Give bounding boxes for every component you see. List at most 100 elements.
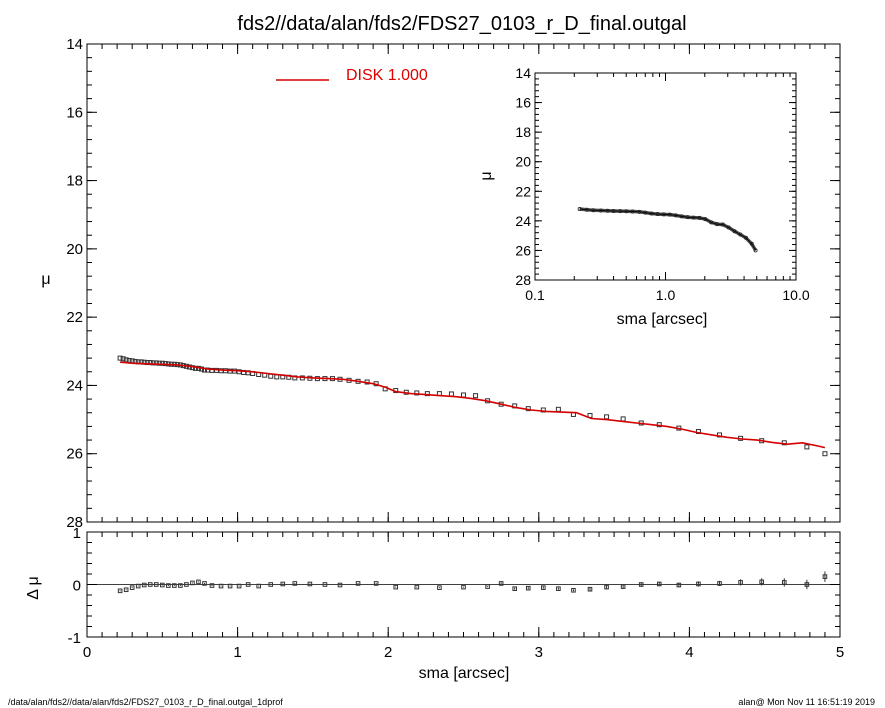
resid-data-point	[190, 580, 195, 586]
resid-data-point	[804, 582, 810, 587]
chart-title: fds2//data/alan/fds2/FDS27_0103_r_D_fina…	[237, 13, 686, 35]
main-data-point	[473, 393, 479, 399]
inset-data-point	[661, 212, 666, 217]
main-ytick-label: 22	[66, 309, 83, 326]
inset-ytick-label: 24	[515, 213, 531, 229]
inset-data-point	[679, 214, 684, 219]
main-data-point	[555, 406, 561, 412]
resid-xtick-label: 0	[83, 644, 91, 661]
resid-data-point	[373, 581, 379, 586]
inset-data-point	[753, 248, 758, 253]
inset-data-point	[720, 222, 725, 227]
main-data-point	[424, 391, 430, 397]
resid-xtick-label: 4	[685, 644, 693, 661]
inset-data-point	[637, 209, 642, 214]
resid-data-point	[292, 581, 298, 586]
main-ylabel: μ	[41, 271, 50, 288]
resid-data-point	[160, 582, 165, 588]
resid-xtick-label: 1	[233, 644, 241, 661]
resid-ytick-label: 1	[73, 525, 81, 542]
inset-data-point	[691, 215, 696, 220]
inset-data-point	[611, 208, 616, 213]
inset-data-point	[703, 217, 708, 222]
inset-data-point	[643, 210, 648, 215]
resid-data-point	[117, 588, 123, 594]
resid-ytick-label: 0	[73, 578, 81, 595]
main-ytick-label: 24	[66, 377, 83, 394]
resid-data-point	[123, 587, 129, 593]
resid-data-point	[638, 582, 644, 587]
main-data-point	[274, 374, 280, 380]
resid-ylabel: Δ μ	[25, 576, 42, 599]
main-ytick-label: 16	[66, 104, 83, 121]
main-data-point	[236, 369, 242, 375]
resid-data-point	[280, 581, 286, 587]
resid-data-point	[512, 586, 518, 592]
inset-plot: 14 16 18 20 22 24 26 280.1 1.0 10.0	[515, 65, 809, 303]
resid-data-point	[268, 582, 274, 587]
resid-data-point	[556, 586, 561, 592]
resid-xtick-label: 2	[384, 644, 392, 661]
main-data-point	[781, 440, 787, 446]
resid-data-point	[153, 582, 159, 587]
inset-data-point	[598, 208, 603, 213]
inset-data-point	[630, 209, 635, 214]
main-data-point	[461, 392, 466, 398]
resid-data-point	[676, 582, 682, 588]
resid-data-point	[337, 582, 343, 588]
resid-data-point	[135, 583, 141, 589]
resid-data-point	[184, 582, 189, 587]
resid-data-point	[541, 585, 546, 590]
resid-data-point	[236, 583, 242, 589]
resid-data-point	[604, 584, 609, 590]
inset-data-point	[655, 212, 660, 217]
resid-data-point	[322, 582, 328, 587]
inset-data-point	[732, 229, 737, 234]
main-data-point	[804, 444, 810, 450]
main-data-point	[156, 360, 162, 366]
main-data-point	[540, 407, 546, 413]
inset-xtick-label: 0.1	[525, 287, 545, 303]
inset-data-point	[697, 215, 702, 220]
resid-data-point	[129, 585, 135, 590]
inset-data-point	[667, 212, 672, 217]
resid-data-point	[461, 584, 466, 590]
main-data-point	[204, 367, 210, 373]
resid-data-point	[227, 583, 233, 589]
resid-data-point	[355, 581, 361, 586]
resid-data-point	[525, 585, 531, 591]
inset-data-point	[744, 235, 749, 240]
main-data-point	[150, 360, 156, 366]
resid-data-point	[166, 583, 171, 588]
resid-data-point	[172, 583, 177, 588]
resid-data-point	[656, 581, 662, 587]
main-data-point	[159, 360, 165, 366]
main-frame	[86, 43, 841, 523]
inset-data-point	[738, 232, 743, 237]
main-plot: 14 16 18 20 22 24 26 28	[66, 36, 841, 531]
inset-xtick-label: 1.0	[656, 287, 676, 303]
main-data-point	[448, 391, 454, 397]
resid-data-point	[587, 586, 593, 592]
resid-data-point	[256, 583, 261, 589]
inset-ylabel: μ	[478, 171, 495, 180]
inset-data-point	[749, 241, 754, 246]
inset-ytick-label: 26	[515, 242, 531, 258]
main-data-point	[620, 416, 626, 422]
inset-xtick-label: 10.0	[782, 287, 809, 303]
main-data-point	[117, 355, 123, 361]
resid-data-point	[196, 579, 201, 585]
main-ytick-label: 14	[66, 36, 83, 53]
resid-xlabel: sma [arcsec]	[419, 665, 510, 682]
resid-data-point	[245, 582, 251, 587]
resid-data-point	[759, 579, 764, 585]
inset-data-point	[709, 220, 714, 225]
resid-data-point	[393, 584, 399, 590]
inset-data-point	[591, 208, 596, 213]
resid-data-point	[620, 584, 626, 589]
inset-data-band	[579, 207, 758, 252]
inset-ytick-label: 14	[515, 65, 531, 81]
inset-ytick-label: 20	[515, 154, 531, 170]
